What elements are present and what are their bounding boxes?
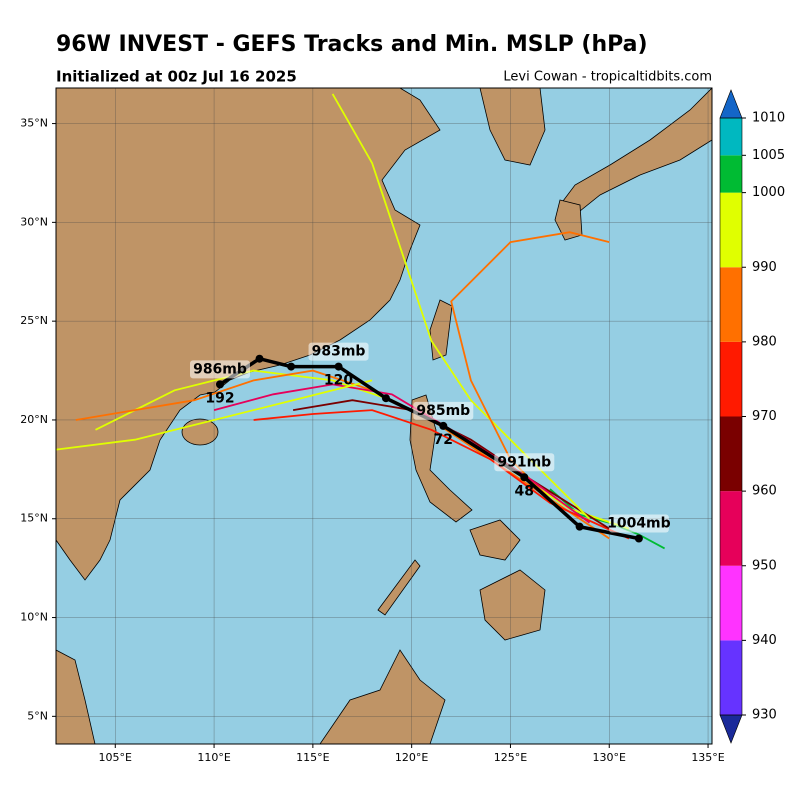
colorbar-label: 930: [752, 708, 777, 723]
y-tick-label: 25°N: [20, 314, 48, 327]
label-box: [608, 514, 669, 533]
malay-peninsula: [56, 649, 96, 744]
borneo: [319, 649, 446, 744]
colorbar-extend-low: [719, 714, 743, 744]
colorbar-segment: [720, 118, 742, 156]
pressure-label: 991mb: [497, 454, 551, 470]
x-tick-label: 105°E: [99, 751, 132, 764]
palawan: [377, 559, 421, 616]
chart-subtitle: Initialized at 00z Jul 16 2025: [56, 68, 297, 86]
member-track: [213, 383, 591, 524]
mean-track-point: [255, 354, 264, 363]
kyushu: [554, 199, 583, 241]
x-tick-label: 125°E: [494, 751, 527, 764]
label-box: [190, 360, 250, 379]
y-tick-label: 5°N: [27, 709, 48, 722]
colorbar-label: 1005: [752, 148, 785, 163]
mean-track-point: [381, 394, 390, 403]
colorbar-segment: [720, 565, 742, 641]
y-tick-label: 15°N: [20, 512, 48, 525]
pressure-label: 1004mb: [607, 516, 671, 532]
credit: Levi Cowan - tropicaltidbits.com: [503, 70, 712, 85]
colorbar-segment: [720, 267, 742, 342]
colorbar-segment: [720, 341, 742, 417]
mean-track-point: [287, 362, 296, 371]
mindanao: [479, 569, 546, 641]
frame: [55, 87, 713, 745]
colorbar-label: 950: [752, 558, 777, 573]
hour-label: 192: [205, 390, 234, 406]
colorbar-segment: [720, 491, 742, 566]
x-tick-label: 110°E: [197, 751, 230, 764]
mean-track-point: [575, 522, 584, 531]
colorbar-segment: [720, 155, 742, 193]
y-tick-label: 10°N: [20, 611, 48, 624]
colorbar-label: 940: [752, 633, 777, 648]
colorbar-extend-high: [719, 89, 743, 119]
colorbar-segment: [720, 416, 742, 492]
grid: [56, 88, 712, 744]
member-track: [331, 93, 591, 520]
x-tick-label: 130°E: [593, 751, 626, 764]
colorbar-label: 970: [752, 409, 777, 424]
hour-label: 72: [434, 432, 453, 448]
y-tick-label: 20°N: [20, 413, 48, 426]
taiwan: [429, 299, 453, 361]
hour-label: 120: [324, 373, 353, 389]
label-box: [308, 342, 369, 361]
tracks: 1004mb 991mb 48 985mb 72 983mb 120 986mb 192: [56, 93, 671, 550]
member-track: [56, 379, 373, 451]
colorbar-segment: [720, 192, 742, 268]
korea: [479, 88, 546, 166]
mean-track-point: [439, 421, 448, 430]
y-tick-label: 35°N: [20, 117, 48, 130]
mean-track-point: [520, 473, 529, 482]
colorbar-label: 1000: [752, 185, 785, 200]
x-tick-label: 135°E: [691, 751, 724, 764]
mean-track-point: [334, 362, 343, 371]
y-tick-label: 30°N: [20, 215, 48, 228]
mean-track-point: [216, 380, 224, 389]
label-box: [413, 401, 474, 420]
hour-label: 48: [515, 483, 534, 499]
pressure-label: 986mb: [193, 361, 247, 377]
x-tick-label: 120°E: [395, 751, 428, 764]
colorbar: 930 940 950 960 970 980 990 1000 1005 1010: [719, 89, 785, 744]
mean-track-point: [634, 534, 643, 543]
label-box: [494, 453, 555, 472]
visayas: [469, 519, 521, 561]
colorbar-segment: [720, 640, 742, 715]
pressure-label: 985mb: [416, 403, 470, 419]
colorbar-label: 960: [752, 484, 777, 499]
colorbar-label: 980: [752, 334, 777, 349]
pressure-label: 983mb: [312, 344, 366, 360]
member-track: [253, 409, 630, 540]
member-track: [75, 369, 610, 540]
x-tick-label: 115°E: [296, 751, 329, 764]
chart-title: 96W INVEST - GEFS Tracks and Min. MSLP (…: [56, 32, 648, 57]
colorbar-label: 990: [752, 260, 777, 275]
land: [56, 88, 712, 744]
colorbar-label: 1010: [752, 111, 785, 126]
